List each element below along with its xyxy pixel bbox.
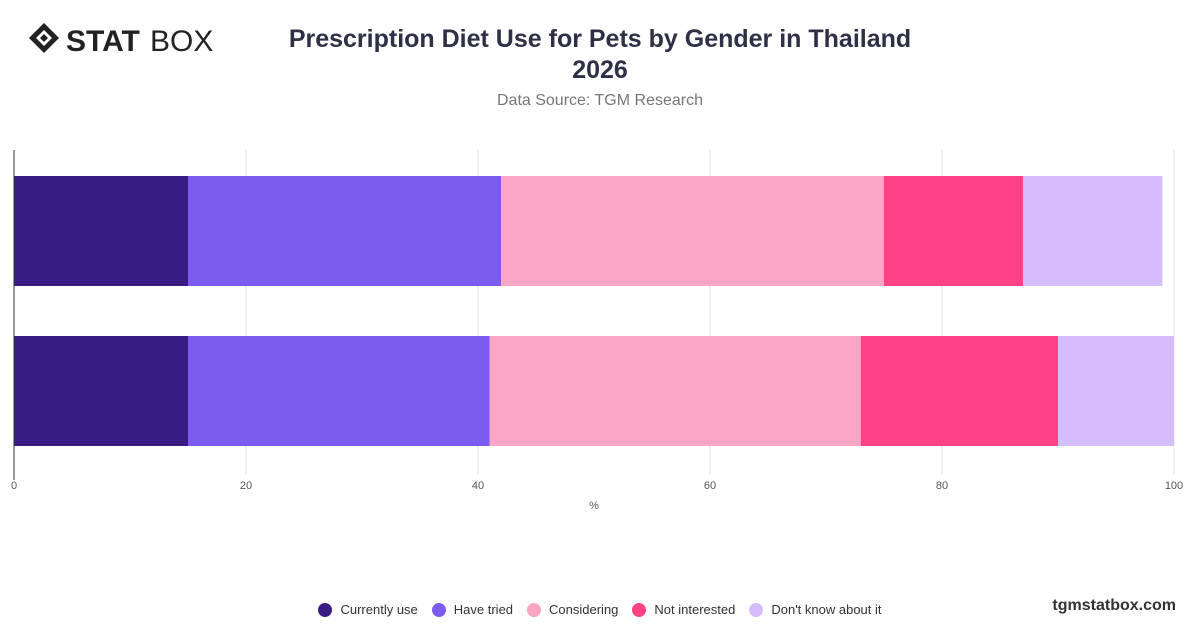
bar-segment-1-4: [1058, 336, 1174, 446]
bar-segment-1-0: [14, 336, 188, 446]
legend-swatch: [749, 602, 764, 617]
legend-swatch: [527, 602, 542, 617]
x-tick-label: 20: [240, 480, 252, 492]
logo-text-light: BOX: [150, 25, 213, 58]
bar-segment-0-0: [14, 176, 188, 286]
legend-item[interactable]: Considering: [527, 602, 618, 617]
logo-text-bold: STAT: [66, 25, 140, 58]
bar-segment-1-3: [860, 336, 1058, 446]
bar-segment-0-1: [188, 176, 502, 286]
chart-title-line1: Prescription Diet Use for Pets by Gender…: [288, 25, 912, 53]
bar-segment-1-2: [489, 336, 861, 446]
bar-segment-0-3: [884, 176, 1024, 286]
legend-item[interactable]: Don't know about it: [749, 602, 882, 617]
stacked-bar-chart: 0 20 40 60 80 100%: [11, 150, 1183, 512]
statbox-logo: STAT BOX: [29, 23, 213, 58]
x-axis-label: %: [589, 500, 599, 512]
bar-segment-1-1: [188, 336, 490, 446]
legend-item[interactable]: Not interested: [632, 602, 735, 617]
x-tick-label: 60: [704, 480, 716, 492]
legend-label: Don't know about it: [771, 602, 882, 617]
legend-item[interactable]: Currently use: [318, 602, 418, 617]
legend-label: Have tried: [453, 602, 514, 617]
legend-swatch: [318, 602, 333, 617]
bar-segment-0-4: [1023, 176, 1163, 286]
legend-label: Not interested: [654, 602, 736, 617]
legend-label: Considering: [549, 602, 619, 617]
x-tick-label: 40: [472, 480, 484, 492]
legend-item[interactable]: Have tried: [431, 602, 514, 617]
chart-legend: Currently use Have tried Considering Not in…: [0, 602, 1200, 617]
legend-label: Currently use: [340, 602, 418, 617]
x-tick-label: 80: [936, 480, 948, 492]
chart-subtitle: Data Source: TGM Research: [496, 92, 703, 109]
chart-title-line2: 2026: [572, 56, 628, 84]
x-tick-label: 100: [1165, 480, 1183, 492]
legend-swatch: [431, 602, 446, 617]
bar-segment-0-2: [501, 176, 884, 286]
chart-title: Prescription Diet Use for Pets by Gender…: [250, 24, 950, 86]
diamond-icon: [29, 23, 59, 53]
site-brand: tgmstatbox.com: [1052, 597, 1176, 614]
x-tick-label: 0: [11, 480, 17, 492]
legend-swatch: [632, 602, 647, 617]
